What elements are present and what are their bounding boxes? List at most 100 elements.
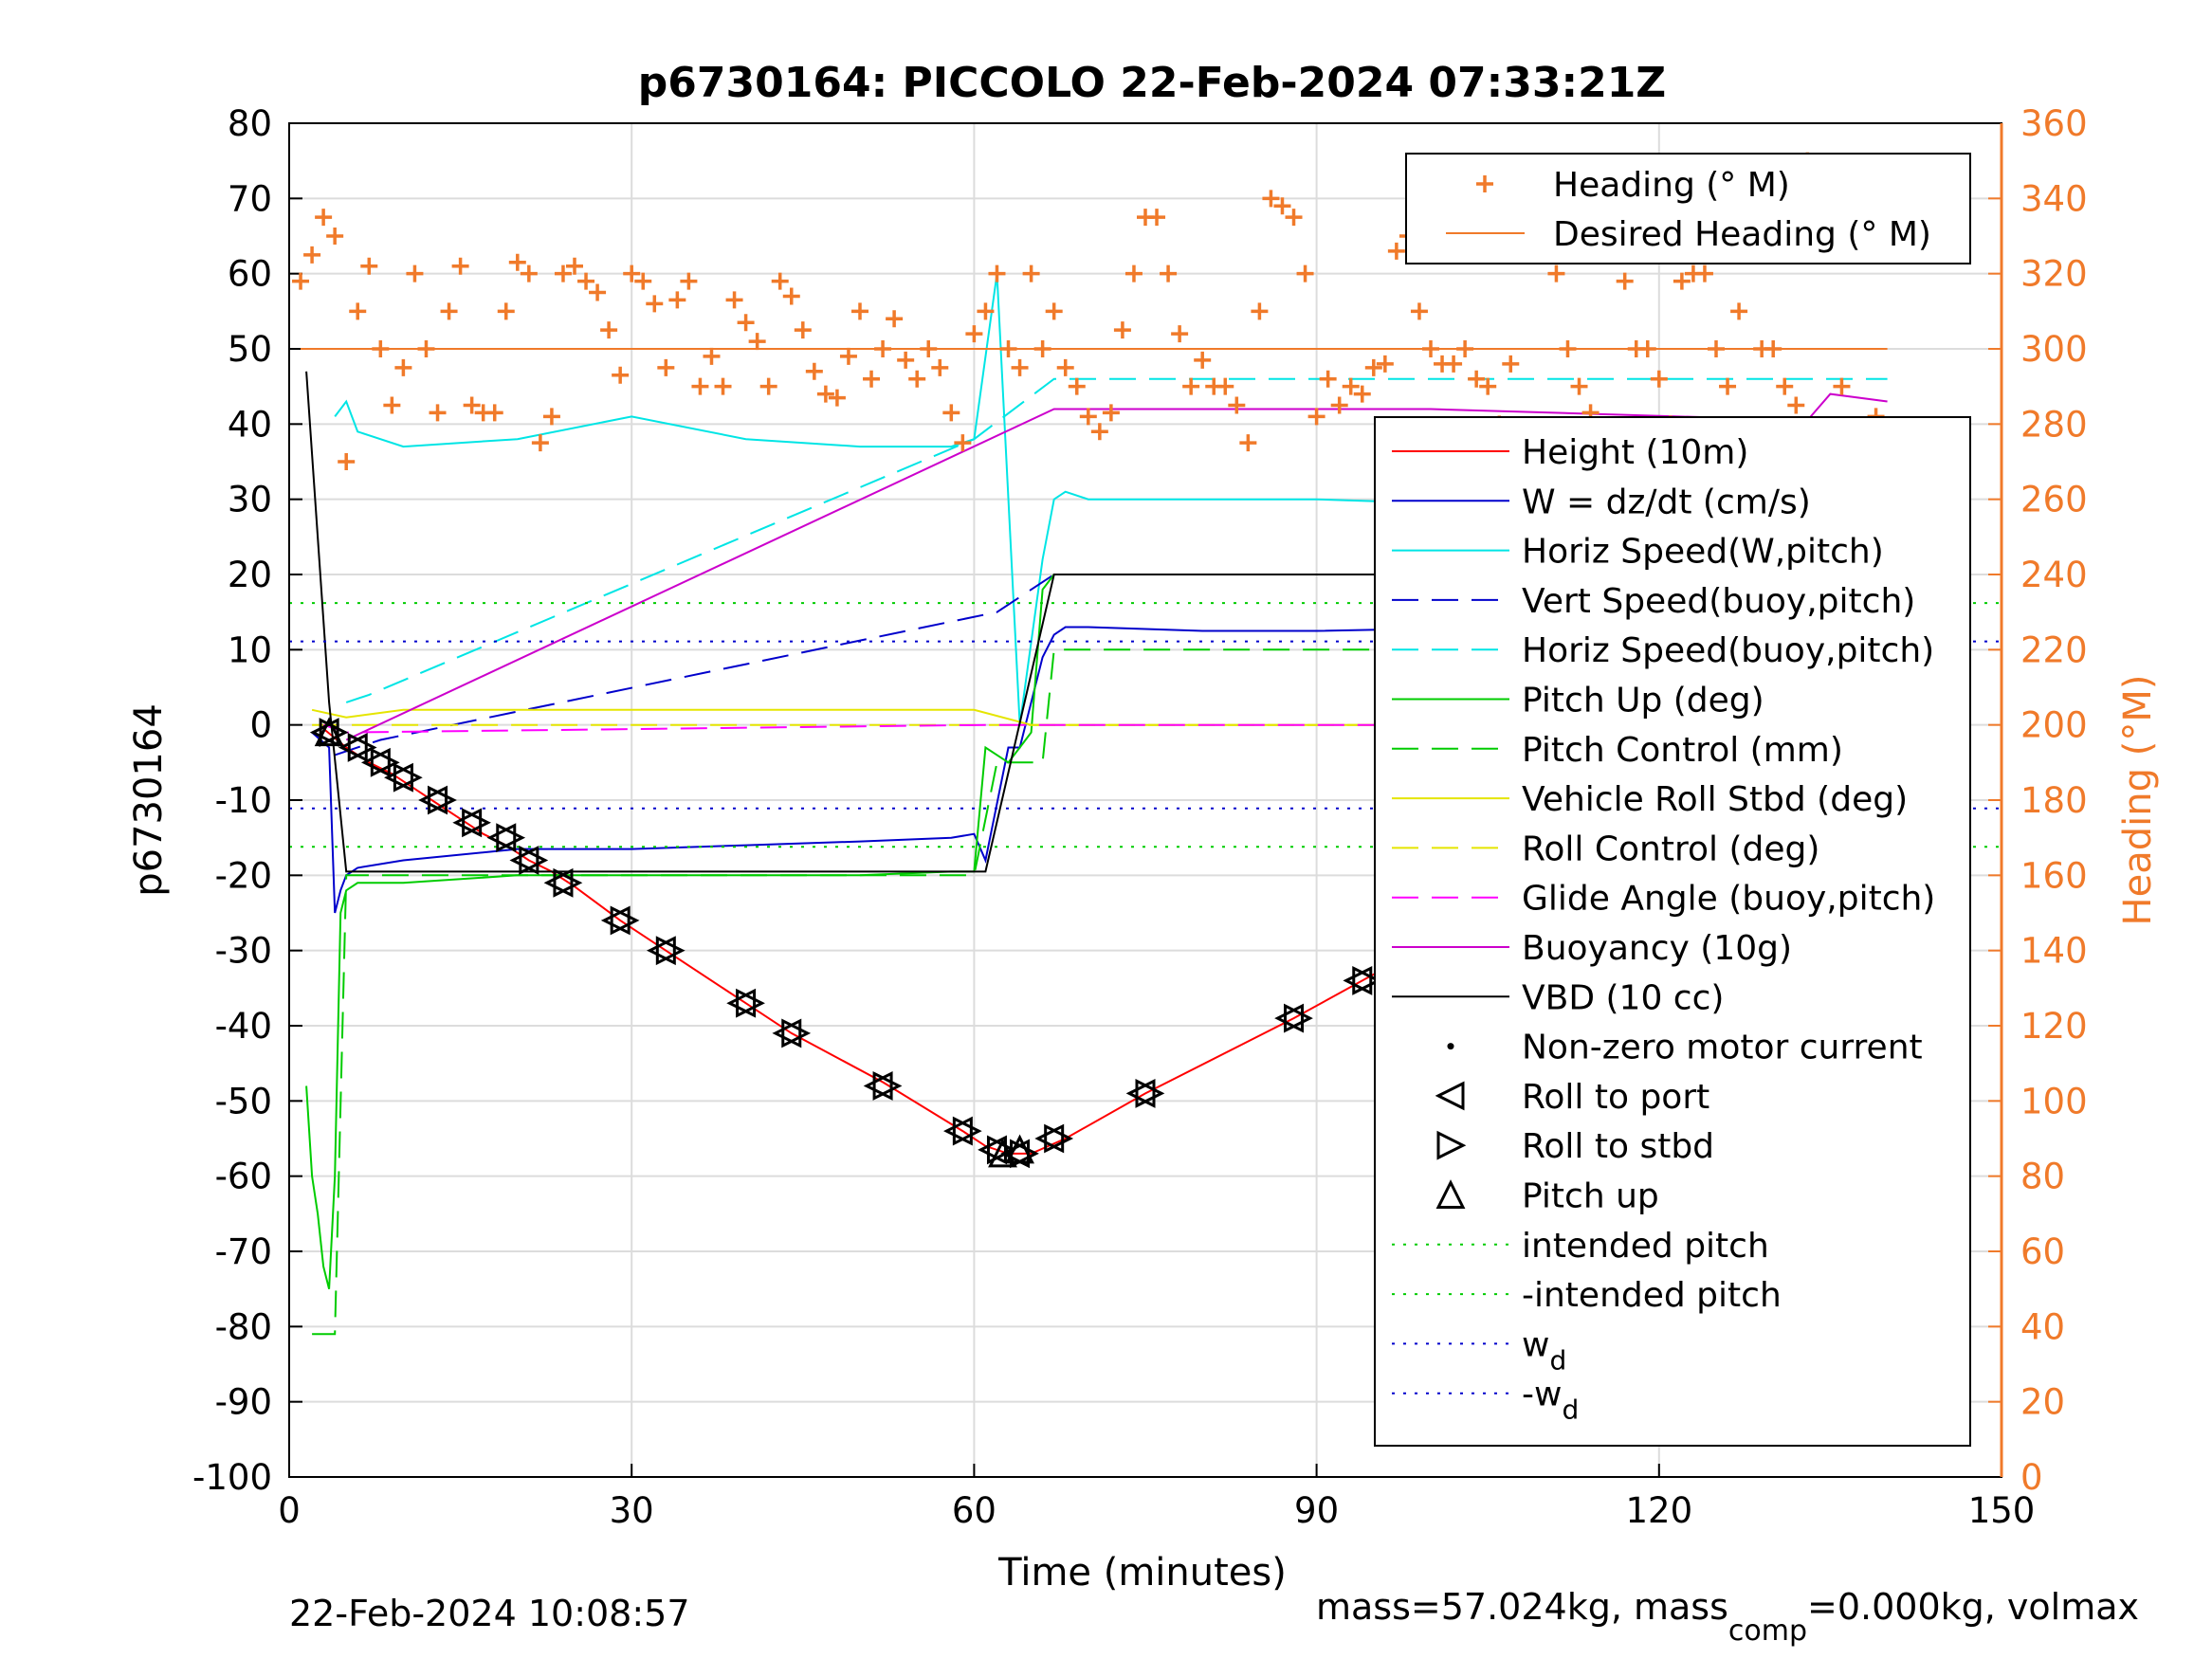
- y2-tick-label: 100: [2020, 1081, 2088, 1121]
- heading-point: [1113, 321, 1131, 339]
- left-axis-ticks: 80 70 60 50 40 30 20 10 0 -10 -20 -30 -40 -50 -60 -70 -8…: [192, 103, 302, 1498]
- roll-to-port-marker: [486, 823, 517, 853]
- heading-point: [1056, 358, 1074, 376]
- heading-legend-box: [1405, 153, 1971, 264]
- heading-point: [954, 434, 972, 452]
- y2-tick-label: 180: [2020, 780, 2088, 821]
- heading-point: [851, 302, 868, 320]
- y2-tick-label: 160: [2020, 855, 2088, 896]
- heading-point: [1410, 302, 1428, 320]
- heading-point: [1502, 355, 1520, 373]
- legend-label: Pitch Control (mm): [1522, 731, 1843, 770]
- heading-point: [988, 264, 1006, 283]
- heading-point: [1570, 377, 1588, 395]
- heading-point: [440, 302, 458, 320]
- roll-to-stbd-marker: [347, 733, 377, 762]
- y-tick-label: -60: [215, 1157, 272, 1197]
- roll-to-port-marker: [1343, 965, 1373, 995]
- main-legend-box: [1374, 416, 1971, 1447]
- heading-point: [1068, 377, 1086, 395]
- chart-title: p6730164: PICCOLO 22-Feb-2024 07:33:21Z: [638, 59, 1666, 107]
- heading-point: [1695, 264, 1713, 283]
- heading-point: [931, 358, 949, 376]
- heading-point: [703, 347, 721, 365]
- heading-point: [1673, 272, 1691, 290]
- y2-tick-label: 40: [2020, 1306, 2065, 1347]
- heading-point: [1022, 264, 1040, 283]
- heading-point: [1262, 190, 1280, 208]
- roll-to-stbd-marker: [781, 1018, 812, 1048]
- main-legend: Height (10m) W = dz/dt (cm/s) Horiz Speed(…: [1374, 416, 1971, 1447]
- roll-to-stbd-marker: [553, 867, 583, 898]
- roll-to-stbd-marker: [370, 747, 400, 777]
- y2-axis-label: Heading (°M): [2116, 675, 2160, 926]
- y-tick-label: -30: [215, 931, 272, 972]
- heading-point: [1468, 370, 1486, 388]
- legend-label: Horiz Speed(W,pitch): [1522, 533, 1884, 572]
- heading-point: [725, 291, 743, 309]
- heading-point: [965, 325, 983, 343]
- heading-point: [360, 257, 378, 275]
- y-tick-label: -90: [215, 1382, 272, 1423]
- y2-tick-label: 200: [2020, 705, 2088, 746]
- heading-point: [782, 287, 800, 305]
- heading-point: [1307, 408, 1325, 426]
- y2-tick-label: 220: [2020, 629, 2088, 670]
- heading-point: [680, 272, 698, 290]
- heading-point: [463, 396, 481, 414]
- y-tick-label: 10: [228, 629, 272, 670]
- roll-to-port-marker: [772, 1018, 802, 1048]
- heading-point: [1124, 264, 1143, 283]
- heading-point: [589, 283, 607, 301]
- legend-label: Roll Control (deg): [1522, 830, 1819, 868]
- heading-point: [1479, 377, 1497, 395]
- heading-point: [1776, 377, 1794, 395]
- y2-tick-label: 280: [2020, 404, 2088, 445]
- series-buoyancy-10g: [345, 392, 1888, 741]
- roll-to-port-marker: [384, 762, 413, 793]
- heading-point: [657, 358, 675, 376]
- legend-label-main: w: [1522, 1325, 1549, 1364]
- roll-to-stbd-marker: [496, 823, 526, 853]
- heading-point: [1045, 302, 1063, 320]
- x-tick-label: 30: [610, 1490, 654, 1531]
- legend-label: Height (10m): [1522, 433, 1748, 472]
- y-tick-label: 80: [228, 103, 272, 144]
- legend-label: wd: [1522, 1325, 1566, 1376]
- pitch-up-marker: [988, 1138, 1017, 1168]
- heading-point: [326, 228, 344, 245]
- heading-point: [863, 370, 881, 388]
- roll-to-port-marker: [1125, 1078, 1156, 1108]
- heading-point: [1650, 370, 1668, 388]
- roll-to-port-marker: [943, 1116, 973, 1146]
- y-tick-label: 30: [228, 480, 272, 520]
- heading-point: [1833, 377, 1851, 395]
- heading-point: [646, 295, 664, 313]
- x-tick-label: 0: [278, 1490, 301, 1531]
- pitch-up-marker: [1005, 1134, 1034, 1164]
- heading-legend: Heading (° M) Desired Heading (° M): [1405, 153, 1971, 264]
- heading-point: [485, 404, 503, 422]
- legend-plus-swatch: [1476, 175, 1493, 192]
- x-tick-label: 90: [1294, 1490, 1339, 1531]
- heading-point: [691, 377, 709, 395]
- pitch-up-marker: [314, 717, 344, 747]
- heading-point: [1616, 272, 1634, 290]
- legend-roll-stbd-swatch: [1436, 1130, 1467, 1160]
- y-tick-label: 20: [228, 555, 272, 595]
- legend-label: VBD (10 cc): [1522, 978, 1724, 1017]
- heading-point: [612, 366, 630, 384]
- roll-to-stbd-marker: [428, 785, 457, 815]
- y2-tick-label: 0: [2020, 1457, 2043, 1498]
- roll-to-port-marker: [646, 936, 676, 966]
- heading-point: [748, 333, 766, 351]
- heading-point: [886, 310, 904, 328]
- x-tick-label: 120: [1625, 1490, 1692, 1531]
- heading-point: [1330, 396, 1348, 414]
- legend-label: Roll to stbd: [1522, 1127, 1714, 1166]
- heading-point: [634, 272, 652, 290]
- heading-point: [1216, 377, 1234, 395]
- roll-to-port-marker: [1034, 1123, 1065, 1154]
- legend-label: W = dz/dt (cm/s): [1522, 483, 1811, 521]
